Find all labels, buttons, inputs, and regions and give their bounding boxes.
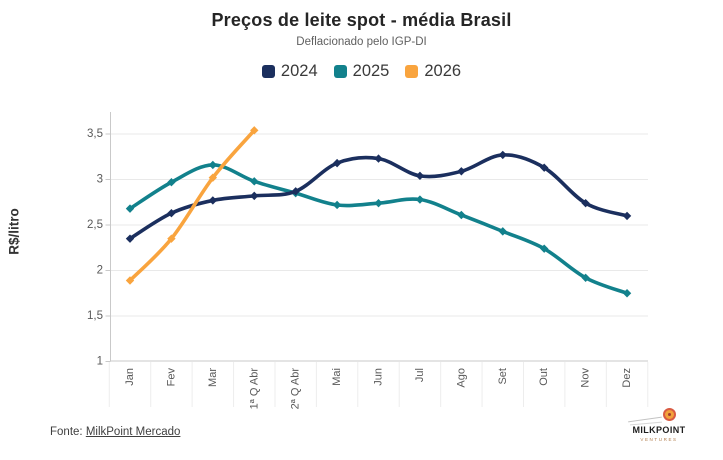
data-point-2024 [498, 150, 507, 160]
legend-label: 2026 [424, 62, 462, 80]
data-point-2025 [415, 195, 425, 204]
legend-label: 2024 [280, 62, 318, 80]
legend-item-2025: 2025 [333, 62, 390, 81]
y-tick-label: 3 [97, 174, 103, 186]
data-point-2025 [498, 227, 507, 236]
data-point-2025 [167, 178, 176, 187]
data-point-2025 [374, 198, 383, 208]
chart-subtitle: Deflacionado pelo IGP-DI [296, 36, 427, 48]
logo-subtext: VENTURES [640, 437, 678, 442]
x-tick-label: Set [497, 368, 509, 385]
x-tick-label: 2ª Q Abr [290, 368, 302, 410]
data-point-2024 [540, 163, 549, 172]
data-point-2025 [125, 204, 135, 213]
data-point-2025 [581, 273, 590, 282]
source-link[interactable]: MilkPoint Mercado [85, 426, 181, 438]
data-point-2024 [250, 191, 259, 201]
legend-item-2024: 2024 [261, 62, 318, 81]
legend-swatch [405, 65, 419, 78]
legend-item-2026: 2026 [405, 62, 461, 81]
y-tick-label: 1 [97, 356, 103, 368]
data-point-2026 [208, 173, 218, 182]
x-tick-label: Jul [414, 368, 426, 382]
x-tick-label: 1ª Q Abr [248, 368, 260, 410]
data-point-2026 [125, 276, 135, 285]
x-tick-label: Dez [621, 368, 633, 388]
source-prefix: Fonte: [50, 426, 86, 438]
data-point-2025 [622, 289, 632, 298]
data-point-2025 [457, 210, 466, 220]
x-tick-label: Mai [331, 368, 343, 386]
x-tick-label: Jun [373, 368, 385, 386]
data-point-2024 [622, 211, 632, 221]
x-tick-label: Mar [207, 368, 219, 387]
source-note: Fonte: MilkPoint Mercado [50, 426, 180, 438]
x-tick-label: Out [538, 368, 550, 386]
data-point-2024 [581, 198, 590, 208]
data-point-2026 [250, 126, 259, 135]
data-point-2024 [415, 171, 425, 181]
logo-wordmark: MILKPOINT [632, 425, 686, 435]
legend-swatch [261, 65, 275, 78]
data-point-2024 [332, 158, 342, 168]
series-line-2025 [128, 163, 629, 296]
milkpoint-logo: MILKPOINT VENTURES [626, 406, 692, 452]
legend-swatch [333, 65, 347, 78]
legend-label: 2025 [352, 62, 390, 80]
y-tick-label: 3,5 [87, 128, 103, 140]
series-line-2026 [128, 128, 257, 283]
chart-title: Preços de leite spot - média Brasil [211, 10, 512, 30]
data-point-2025 [332, 200, 342, 210]
x-tick-label: Jan [124, 368, 136, 386]
legend: 2024 2025 2026 [0, 62, 723, 81]
data-point-2025 [208, 160, 218, 170]
data-point-2024 [208, 196, 218, 205]
data-point-2024 [167, 208, 176, 218]
x-tick-label: Fev [165, 368, 177, 387]
data-point-2024 [457, 167, 466, 176]
data-point-2025 [540, 244, 549, 253]
y-tick-label: 1,5 [87, 310, 103, 322]
x-tick-label: Nov [580, 368, 592, 388]
data-point-2026 [167, 234, 176, 243]
y-tick-label: 2,5 [87, 219, 103, 231]
x-tick-label: Ago [455, 368, 467, 388]
data-point-2024 [125, 234, 135, 243]
data-point-2024 [291, 187, 300, 196]
milkpoint-target-icon [663, 408, 676, 421]
data-point-2024 [374, 154, 383, 163]
y-tick-label: 2 [97, 265, 103, 277]
data-point-2025 [250, 177, 259, 186]
